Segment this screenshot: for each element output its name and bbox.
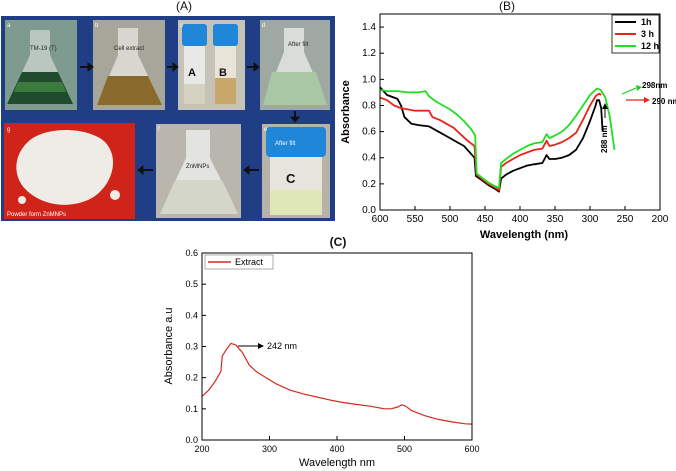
- photo-c: A B c: [178, 20, 245, 110]
- x-tick-label: 600: [372, 214, 389, 225]
- photo-d-letter: d: [262, 23, 265, 29]
- photo-e: e After filt C: [262, 124, 330, 218]
- y-tick-label: 0.5: [185, 279, 198, 289]
- chart-b-annotations: 298nm 290 nm 288 nm: [600, 81, 676, 153]
- photo-a: a TM-19 (T): [5, 20, 77, 110]
- chart-b-ylabel: Absorbance: [340, 80, 352, 144]
- annotation-298nm: 298nm: [642, 81, 667, 90]
- photo-f-caption: ZnMNPs: [186, 164, 209, 170]
- legend-label-3h: 3 h: [641, 29, 654, 39]
- y-tick-label: 1.4: [362, 22, 376, 33]
- chart-c-axes: [201, 252, 473, 441]
- series-line-3h: [379, 92, 602, 192]
- photo-c-label-b: B: [219, 67, 227, 79]
- legend-label-extract: Extract: [235, 257, 264, 267]
- annotation-288nm: 288 nm: [600, 125, 609, 153]
- series-line-12h: [379, 87, 616, 189]
- y-tick-label: 0.0: [362, 205, 376, 216]
- photo-f: f ZnMNPs: [156, 124, 241, 218]
- photo-d-caption: After filt: [288, 42, 309, 48]
- chart-b-xlabel: Wavelength (nm): [480, 229, 569, 241]
- x-tick-label: 450: [477, 214, 494, 225]
- y-tick-label: 0.2: [185, 373, 198, 383]
- x-tick-label: 500: [397, 444, 412, 454]
- x-tick-label: 200: [194, 444, 209, 454]
- chart-c-legend: Extract: [204, 254, 274, 270]
- chart-c-xlabel: Wavelength nm: [299, 457, 375, 469]
- annotation-290nm: 290 nm: [652, 97, 676, 106]
- photo-e-big-label: C: [286, 171, 296, 186]
- y-tick-label: 0.3: [185, 342, 198, 352]
- chart-c-ylabel: Absorbance a.u: [163, 307, 175, 384]
- photo-c-label-a: A: [188, 67, 196, 79]
- x-tick-label: 600: [464, 444, 479, 454]
- y-tick-label: 1.2: [362, 48, 376, 59]
- photo-e-letter: e: [264, 127, 268, 133]
- chart-b-axes: [379, 13, 661, 211]
- photo-a-caption: TM-19 (T): [30, 46, 57, 52]
- y-tick-label: 0.4: [185, 310, 198, 320]
- y-tick-label: 0.8: [362, 100, 376, 111]
- panel-b-label: (B): [499, 0, 515, 13]
- x-tick-label: 400: [329, 444, 344, 454]
- panel-a-label: (A): [176, 0, 192, 13]
- y-tick-label: 0.2: [362, 179, 376, 190]
- y-tick-label: 0.6: [362, 127, 376, 138]
- photo-b-letter: b: [95, 23, 99, 29]
- photo-c-letter: c: [180, 23, 183, 29]
- y-tick-label: 0.0: [185, 435, 198, 445]
- x-tick-label: 350: [547, 214, 564, 225]
- legend-label-1h: 1h: [641, 17, 652, 27]
- x-tick-label: 300: [262, 444, 277, 454]
- photo-g-caption: Powder form ZnMNPs: [7, 212, 66, 218]
- x-tick-label: 500: [442, 214, 459, 225]
- chart-c-annotation: 242 nm: [238, 341, 297, 351]
- x-tick-label: 200: [652, 214, 669, 225]
- photo-d: d After filt: [260, 20, 330, 110]
- y-tick-label: 0.6: [185, 248, 198, 258]
- annotation-242nm: 242 nm: [267, 341, 297, 351]
- photo-b: b Cell extract: [93, 20, 165, 110]
- x-tick-label: 250: [617, 214, 634, 225]
- y-tick-label: 1.0: [362, 74, 376, 85]
- y-tick-label: 0.1: [185, 404, 198, 414]
- y-tick-label: 0.4: [362, 153, 376, 164]
- x-tick-label: 400: [512, 214, 529, 225]
- x-tick-label: 300: [582, 214, 599, 225]
- series-line-extract: [201, 342, 473, 425]
- photo-e-caption: After filt: [275, 141, 296, 147]
- process-arrows: [80, 61, 301, 176]
- x-tick-label: 550: [407, 214, 424, 225]
- chart-b-legend: 1h 3 h 12 h: [611, 14, 660, 54]
- photo-g-letter: g: [7, 127, 10, 133]
- photo-b-caption: Cell extract: [114, 46, 144, 52]
- photo-a-letter: a: [7, 23, 11, 29]
- photo-f-letter: f: [158, 127, 160, 133]
- legend-label-12h: 12 h: [641, 41, 659, 51]
- photo-g: g Powder form ZnMNPs: [4, 123, 135, 219]
- panel-c-label: (C): [330, 235, 347, 249]
